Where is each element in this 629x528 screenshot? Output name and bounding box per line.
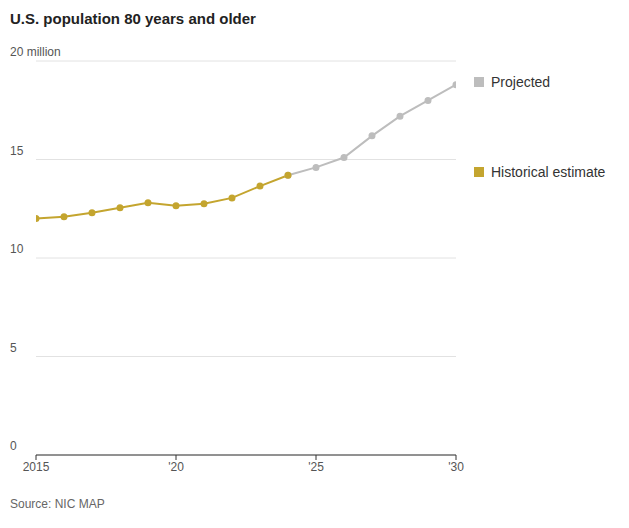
svg-text:15: 15 <box>10 144 24 158</box>
svg-text:2015: 2015 <box>23 460 50 474</box>
svg-text:10: 10 <box>10 242 24 256</box>
svg-text:'20: '20 <box>168 460 184 474</box>
html-text:Historical estimate: Historical estimate <box>491 164 606 180</box>
html-text:Source: NIC MAP: Source: NIC MAP <box>10 497 105 511</box>
html-text:Projected: Projected <box>491 74 551 90</box>
svg-text:'25: '25 <box>308 460 324 474</box>
svg-text:5: 5 <box>10 341 17 355</box>
html-text:U.S. population 80 years and o: U.S. population 80 years and older <box>10 10 256 27</box>
svg-text:'30: '30 <box>448 460 464 474</box>
svg-text:20 million: 20 million <box>10 45 61 59</box>
svg-text:0: 0 <box>10 439 17 453</box>
